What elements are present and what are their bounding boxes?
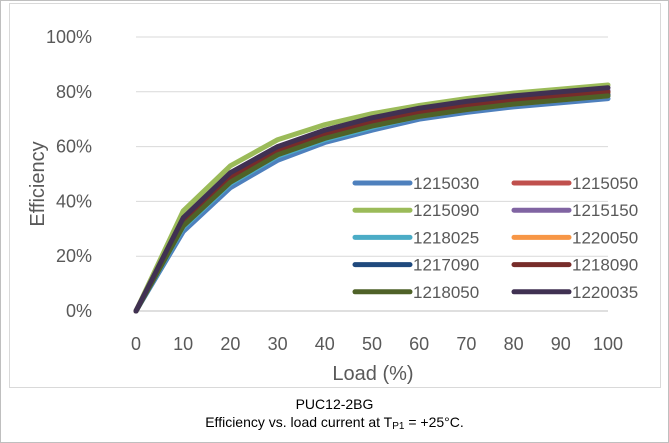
series-line-1220035 [133, 85, 611, 314]
x-tick-label: 50 [362, 334, 382, 354]
x-tick-label: 90 [551, 334, 571, 354]
series-line-1215030 [133, 96, 611, 314]
series-line-1215090 [133, 82, 611, 314]
caption-subscript: P1 [392, 421, 405, 432]
series-line-1218090 [133, 89, 611, 314]
series-lines [133, 82, 611, 314]
x-tick-label: 100 [593, 334, 623, 354]
x-tick-label: 70 [456, 334, 476, 354]
y-tick-label: 100% [46, 27, 92, 47]
gridlines [136, 36, 608, 312]
legend-label: 1218025 [413, 228, 479, 247]
y-tick-label: 0% [66, 301, 92, 321]
x-tick-label: 0 [131, 334, 141, 354]
axis-labels: 0% 20% 40% 60% 80% 100% 0 10 20 30 40 50 60 70 80 90 100 [46, 27, 623, 354]
legend-label: 1215090 [413, 201, 479, 220]
legend-label: 1215050 [572, 174, 638, 193]
caption-model: PUC12-2BG [295, 396, 374, 412]
series-line-1218050 [133, 93, 611, 314]
x-axis-title: Load (%) [332, 363, 413, 385]
chart-area: 0% 20% 40% 60% 80% 100% 0 10 20 30 40 50 60 70 80 90 100… [9, 3, 661, 388]
caption-description: Efficiency vs. load current at TP1 = +25… [1, 413, 668, 432]
legend-label: 1220050 [572, 228, 638, 247]
x-tick-label: 20 [220, 334, 240, 354]
legend: 1215030 1215050 1215090 1215150 1218025 12200… [352, 174, 638, 302]
caption-text-suffix: = +25°C. [404, 414, 464, 430]
figure-caption: PUC12-2BG Efficiency vs. load current at… [1, 395, 668, 432]
x-tick-label: 80 [504, 334, 524, 354]
caption-text-prefix: Efficiency vs. load current at T [205, 414, 393, 430]
legend-label: 1217090 [413, 256, 479, 275]
y-tick-label: 20% [56, 246, 92, 266]
x-tick-label: 40 [315, 334, 335, 354]
x-tick-label: 10 [173, 334, 193, 354]
legend-label: 1215030 [413, 174, 479, 193]
x-tick-label: 30 [268, 334, 288, 354]
y-tick-label: 40% [56, 191, 92, 211]
legend-label: 1215150 [572, 201, 638, 220]
x-tick-label: 60 [409, 334, 429, 354]
legend-label: 1218050 [413, 283, 479, 302]
legend-label: 1220035 [572, 283, 638, 302]
legend-label: 1218090 [572, 256, 638, 275]
y-tick-label: 80% [56, 82, 92, 102]
y-axis-title: Efficiency [27, 141, 49, 226]
y-tick-label: 60% [56, 137, 92, 157]
efficiency-chart: 0% 20% 40% 60% 80% 100% 0 10 20 30 40 50 60 70 80 90 100… [27, 27, 638, 385]
